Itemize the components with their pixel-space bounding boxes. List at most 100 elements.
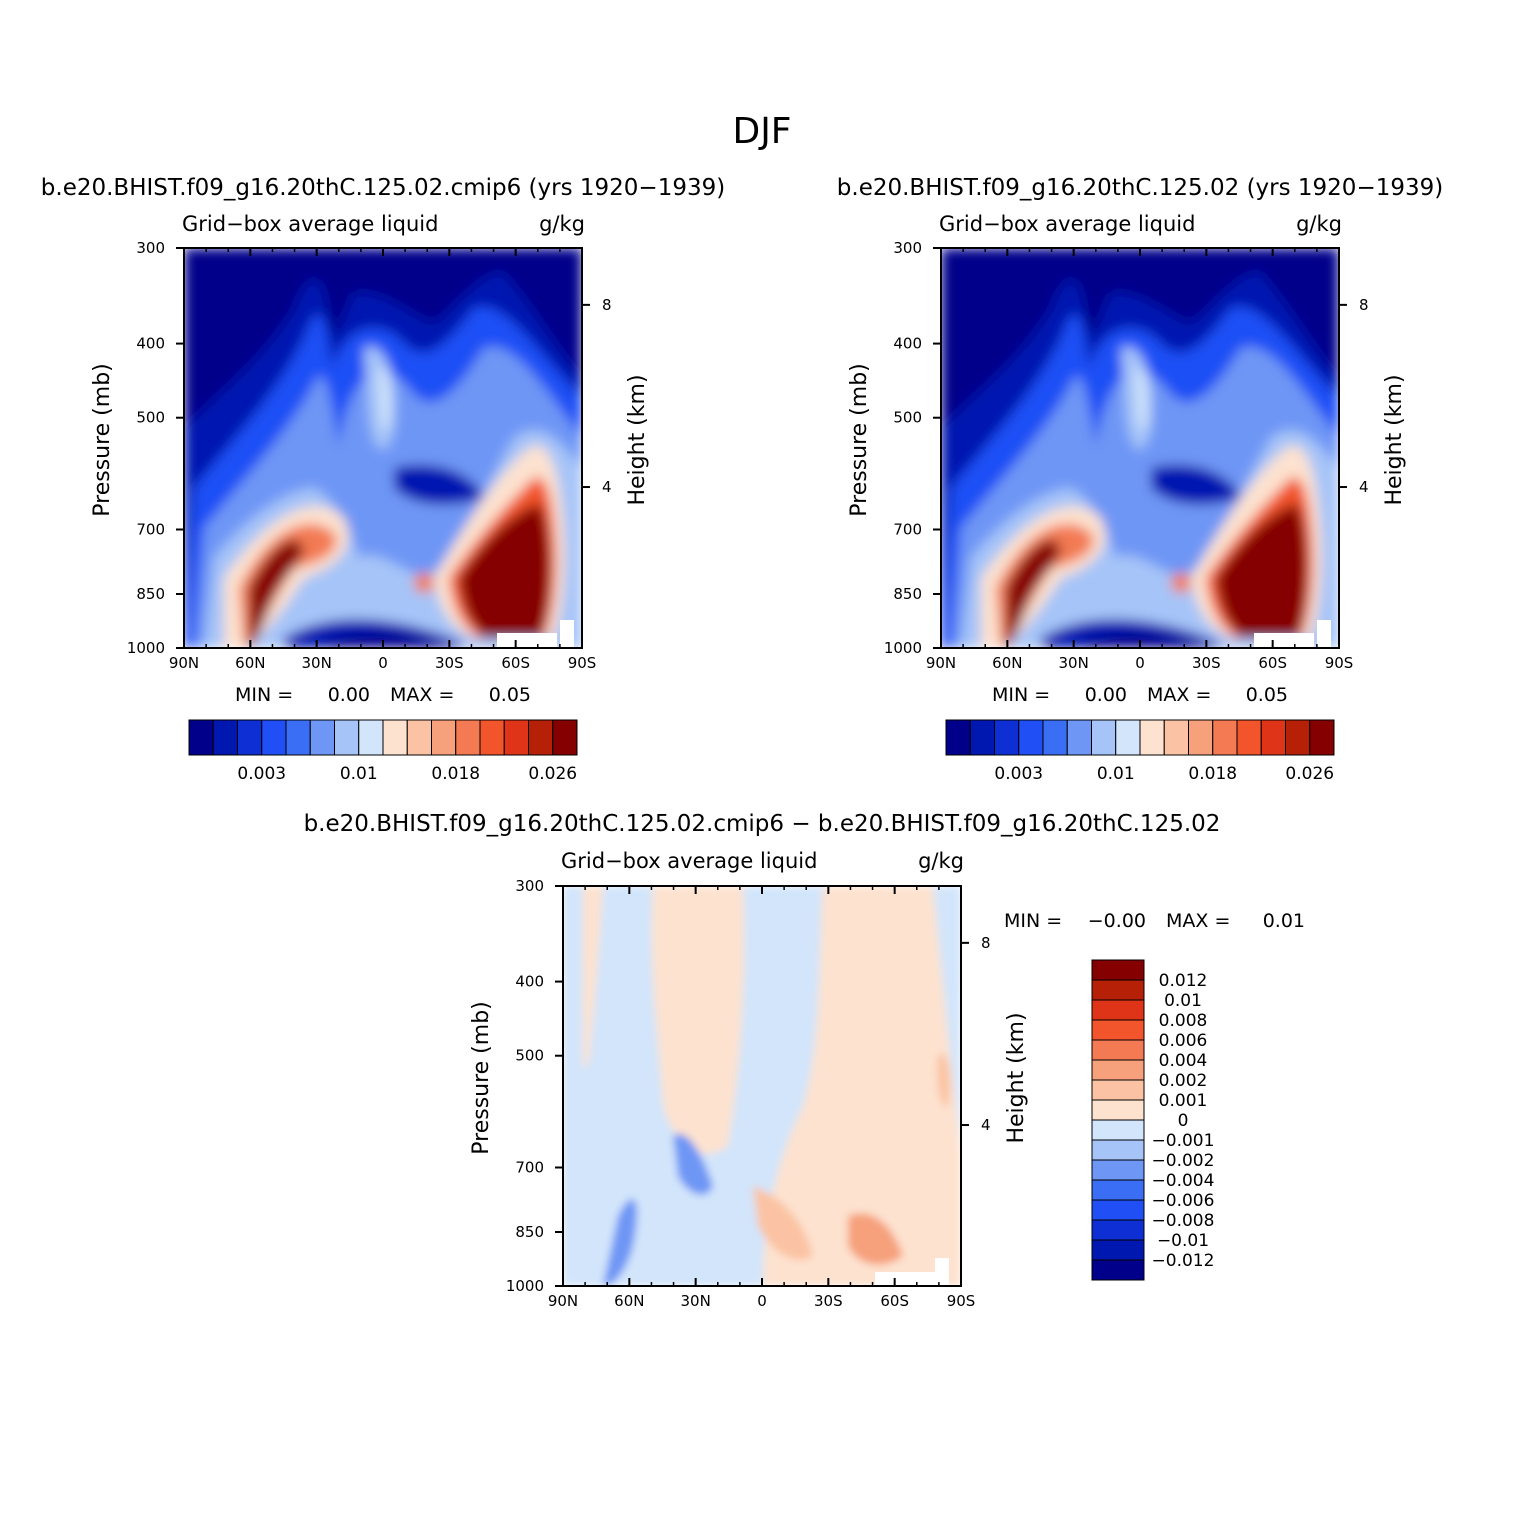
colorbar-swatch [1091, 1099, 1145, 1121]
colorbar-label: 0.006 [1159, 1031, 1208, 1051]
colorbar-swatch [479, 719, 505, 756]
colorbar-label: 0 [1178, 1111, 1189, 1131]
colorbar-label: −0.006 [1152, 1191, 1215, 1211]
panel-a-xticks: 90N 60N 30N 0 30S 60S 90S 300 400 500 700 850 1000 8 4… [90, 239, 650, 672]
y-tick-label: 850 [136, 585, 165, 603]
colorbar-swatch [1091, 1119, 1145, 1141]
colorbar-label: 0.003 [237, 764, 286, 784]
x-tick-label: 60S [1258, 654, 1287, 672]
colorbar-swatch [1042, 719, 1068, 756]
x-tick-label: 90S [947, 1292, 976, 1310]
colorbar-swatch [212, 719, 238, 756]
x-tick-label: 60S [501, 654, 530, 672]
colorbar-label: −0.002 [1152, 1151, 1215, 1171]
colorbar-swatch [945, 719, 971, 756]
panel-b-colorbar: 0.003 0.01 0.018 0.026 [945, 719, 1335, 784]
y-tick-label: 700 [893, 521, 922, 539]
panel-c-max-value: 0.01 [1263, 910, 1305, 932]
colorbar-swatch [261, 719, 287, 756]
panel-a-field [184, 248, 582, 648]
y-right-axis-label: Height (km) [1004, 1012, 1029, 1143]
x-tick-label: 90S [568, 654, 597, 672]
panel-c-min-value: −0.00 [1088, 910, 1146, 932]
colorbar-swatch [1236, 719, 1262, 756]
y-tick-label: 300 [893, 239, 922, 257]
colorbar-label: 0.001 [1159, 1091, 1208, 1111]
colorbar-label: 0.003 [994, 764, 1043, 784]
y-right-tick-label: 4 [981, 1116, 991, 1134]
panel-a-subtitle-right: g/kg [539, 212, 585, 236]
y-tick-label: 850 [515, 1223, 544, 1241]
panel-b-max-label: MAX = [1147, 684, 1211, 706]
colorbar-label: 0.026 [528, 764, 577, 784]
x-tick-label: 30N [681, 1292, 711, 1310]
colorbar-swatch [1091, 719, 1117, 756]
y-right-tick-label: 4 [1359, 478, 1369, 496]
panel-b-field [941, 248, 1339, 648]
colorbar-swatch [1212, 719, 1238, 756]
colorbar-swatch [382, 719, 408, 756]
x-tick-label: 90N [548, 1292, 578, 1310]
x-tick-label: 60S [880, 1292, 909, 1310]
panel-a-min-label: MIN = [235, 684, 293, 706]
y-tick-label: 400 [515, 973, 544, 991]
panel-b: b.e20.BHIST.f09_g16.20thC.125.02 (yrs 19… [837, 175, 1443, 672]
x-tick-label: 60N [614, 1292, 644, 1310]
x-tick-label: 0 [1135, 654, 1145, 672]
panel-b-xticks: 90N 60N 30N 0 30S 60S 90S 300 400 500 700 850 1000 8 4… [847, 239, 1407, 672]
panel-c: b.e20.BHIST.f09_g16.20thC.125.02.cmip6 −… [304, 811, 1221, 1310]
x-tick-label: 60N [992, 654, 1022, 672]
y-tick-label: 850 [893, 585, 922, 603]
x-tick-label: 90N [926, 654, 956, 672]
y-right-axis-label: Height (km) [1382, 374, 1407, 505]
colorbar-swatch [1260, 719, 1286, 756]
colorbar-swatch [1309, 719, 1335, 756]
colorbar-swatch [994, 719, 1020, 756]
colorbar-label: 0.01 [1164, 991, 1202, 1011]
colorbar-swatch [503, 719, 529, 756]
panel-a-max-label: MAX = [390, 684, 454, 706]
colorbar-swatch [1091, 1019, 1145, 1041]
x-tick-label: 30S [1192, 654, 1221, 672]
colorbar-label: 0.018 [431, 764, 480, 784]
y-right-tick-label: 8 [602, 296, 612, 314]
panel-b-min-value: 0.00 [1085, 684, 1127, 706]
colorbar-swatch [1018, 719, 1044, 756]
y-tick-label: 300 [136, 239, 165, 257]
panel-a: b.e20.BHIST.f09_g16.20thC.125.02.cmip6 (… [41, 175, 725, 672]
colorbar-swatch [1066, 719, 1092, 756]
y-tick-label: 1000 [127, 639, 165, 657]
y-tick-label: 1000 [506, 1277, 544, 1295]
colorbar-swatch [1091, 1179, 1145, 1201]
colorbar-label: 0.008 [1159, 1011, 1208, 1031]
y-tick-label: 500 [893, 409, 922, 427]
x-tick-label: 30N [302, 654, 332, 672]
colorbar-swatch [334, 719, 360, 756]
colorbar-swatch [1091, 1039, 1145, 1061]
panel-a-colorbar: 0.003 0.01 0.018 0.026 [188, 719, 578, 784]
y-right-tick-label: 8 [1359, 296, 1369, 314]
colorbar-swatch [1091, 1239, 1145, 1261]
x-tick-label: 30S [435, 654, 464, 672]
colorbar-swatch [1188, 719, 1214, 756]
y-tick-label: 700 [515, 1159, 544, 1177]
y-tick-label: 500 [136, 409, 165, 427]
y-tick-label: 300 [515, 877, 544, 895]
colorbar-swatch [1139, 719, 1165, 756]
colorbar-label: 0.002 [1159, 1071, 1208, 1091]
colorbar-label: −0.01 [1157, 1231, 1209, 1251]
colorbar-swatch [406, 719, 432, 756]
panel-b-title: b.e20.BHIST.f09_g16.20thC.125.02 (yrs 19… [837, 175, 1443, 201]
colorbar-swatch [358, 719, 384, 756]
x-tick-label: 90N [169, 654, 199, 672]
panel-b-subtitle-left: Grid−box average liquid [939, 212, 1195, 236]
colorbar-swatch [431, 719, 457, 756]
colorbar-label: 0.01 [340, 764, 378, 784]
colorbar-swatch [237, 719, 263, 756]
x-tick-label: 30S [814, 1292, 843, 1310]
colorbar-swatch [1091, 999, 1145, 1021]
panel-c-subtitle-left: Grid−box average liquid [561, 849, 817, 873]
colorbar-label: 0.004 [1159, 1051, 1208, 1071]
panel-a-title: b.e20.BHIST.f09_g16.20thC.125.02.cmip6 (… [41, 175, 725, 201]
